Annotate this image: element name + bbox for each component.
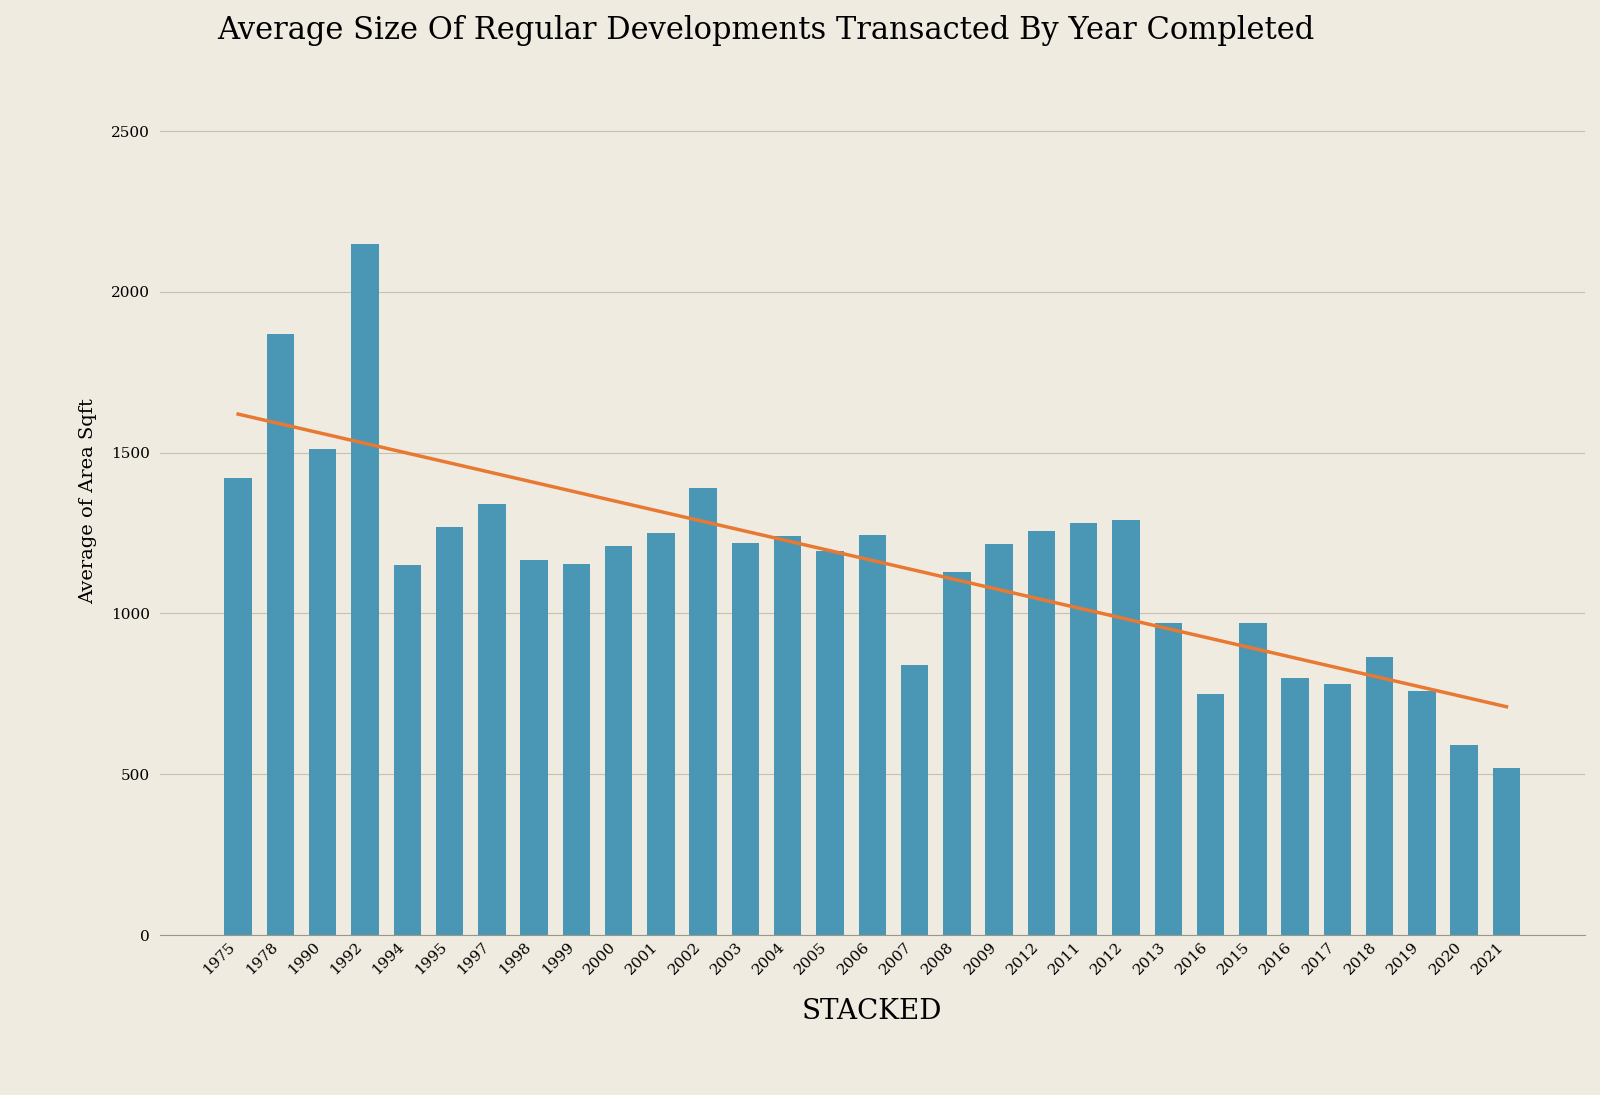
Bar	[1197, 694, 1224, 935]
Y-axis label: Average of Area Sqft: Average of Area Sqft	[78, 397, 98, 603]
Bar	[563, 564, 590, 935]
Bar	[1451, 746, 1478, 935]
Bar	[690, 488, 717, 935]
Bar	[394, 565, 421, 935]
Bar	[774, 537, 802, 935]
Bar	[1027, 531, 1054, 935]
Bar	[309, 449, 336, 935]
Bar	[942, 572, 971, 935]
Bar	[731, 543, 760, 935]
Bar	[1112, 520, 1139, 935]
Bar	[1070, 523, 1098, 935]
Bar	[901, 665, 928, 935]
Bar	[1282, 678, 1309, 935]
Bar	[352, 244, 379, 935]
Bar	[520, 561, 547, 935]
Bar	[1366, 657, 1394, 935]
Bar	[224, 479, 251, 935]
Bar	[816, 551, 843, 935]
Bar	[1323, 684, 1350, 935]
Bar	[1238, 623, 1267, 935]
Bar	[859, 534, 886, 935]
Bar	[605, 546, 632, 935]
Bar	[267, 334, 294, 935]
Bar	[435, 527, 464, 935]
Text: Average Size Of Regular Developments Transacted By Year Completed: Average Size Of Regular Developments Tra…	[216, 15, 1314, 46]
Bar	[646, 533, 675, 935]
Bar	[1493, 768, 1520, 935]
Bar	[986, 544, 1013, 935]
Bar	[478, 504, 506, 935]
X-axis label: STACKED: STACKED	[802, 999, 942, 1025]
Bar	[1155, 623, 1182, 935]
Bar	[1408, 691, 1435, 935]
